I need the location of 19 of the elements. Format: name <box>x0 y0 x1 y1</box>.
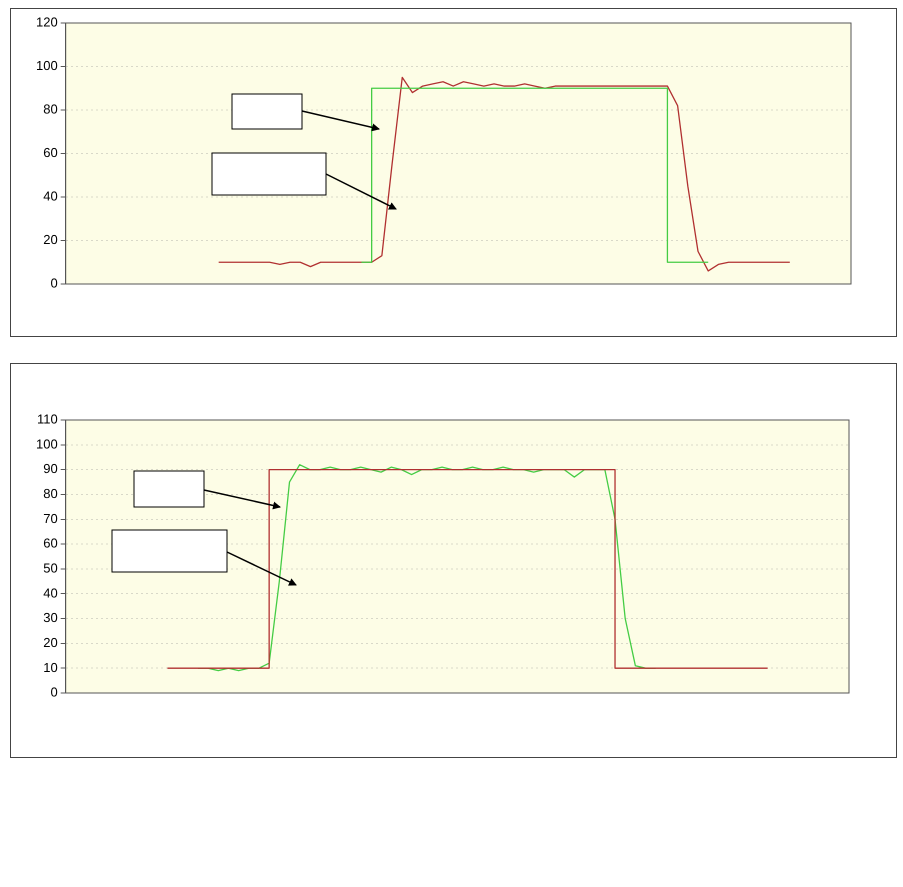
y-tick-label: 100 <box>36 436 58 452</box>
y-tick-label: 40 <box>43 188 58 204</box>
y-tick-label: 80 <box>43 102 58 117</box>
y-tick-label: 10 <box>43 660 58 675</box>
y-tick-label: 110 <box>36 412 58 427</box>
y-tick-label: 120 <box>36 14 58 30</box>
y-tick-label: 60 <box>43 145 58 160</box>
y-tick-label: 80 <box>43 486 58 502</box>
y-tick-label: 60 <box>43 536 58 551</box>
y-tick-label: 50 <box>43 560 58 576</box>
y-tick-label: 0 <box>50 276 58 291</box>
y-tick-label: 30 <box>43 610 58 626</box>
y-tick-label: 20 <box>43 634 58 650</box>
y-tick-label: 40 <box>43 585 58 600</box>
y-tick-label: 100 <box>36 58 58 74</box>
y-tick-label: 20 <box>43 232 58 248</box>
y-tick-label: 90 <box>43 461 58 476</box>
y-tick-label: 70 <box>43 510 58 526</box>
y-tick-label: 0 <box>50 684 58 700</box>
